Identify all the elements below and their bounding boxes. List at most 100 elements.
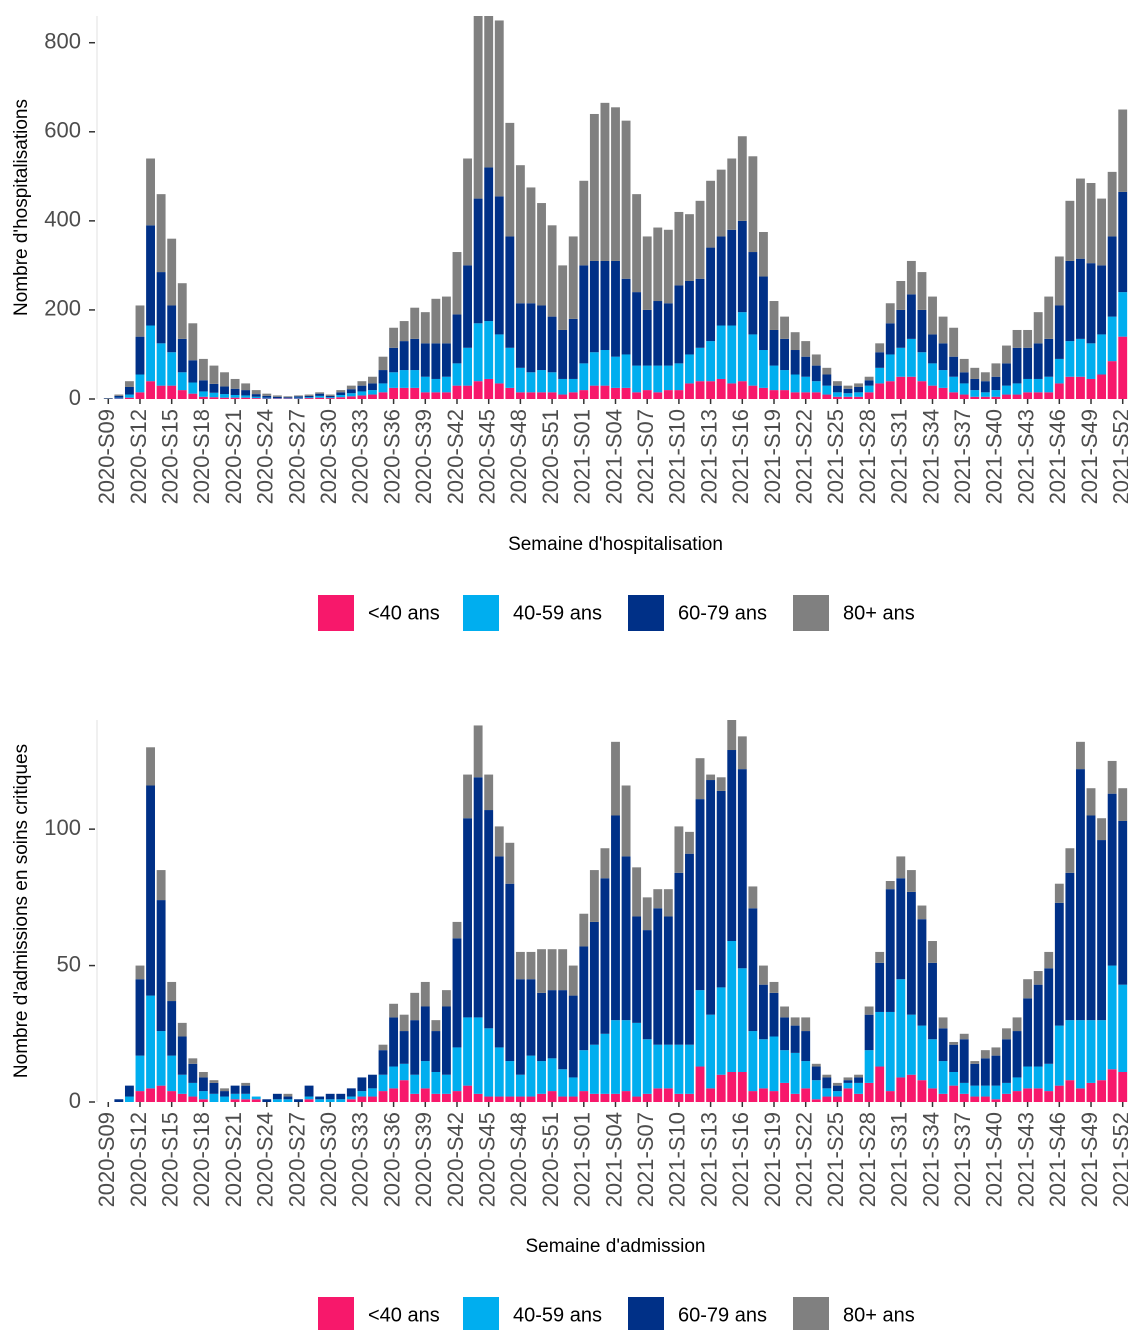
bar-segment [759, 387, 768, 399]
bar-segment [642, 390, 652, 399]
bar-segment [589, 113, 599, 261]
bar-segment [906, 1014, 916, 1075]
bar-segment [220, 1091, 229, 1097]
legend-swatch [463, 595, 499, 631]
bar-segment [378, 1091, 388, 1102]
bar-segment [896, 878, 906, 980]
bar-segment [822, 1096, 832, 1102]
bar-segment [304, 1099, 314, 1102]
bar-segment [843, 1088, 853, 1102]
bar-segment [494, 334, 504, 384]
bar-segment [209, 397, 219, 399]
bar-segment [653, 301, 663, 366]
bar-segment [854, 386, 863, 393]
bar-segment [241, 1085, 251, 1094]
bar-segment [368, 1096, 377, 1102]
bar-segment [505, 347, 515, 388]
bar-segment [642, 309, 652, 366]
bar-segment [198, 396, 208, 399]
bar-segment [769, 301, 779, 330]
bar-segment [917, 309, 927, 353]
legend-label: <40 ans [368, 602, 440, 624]
bar-segment [452, 385, 462, 399]
bar-segment [991, 396, 1001, 399]
bar-segment [389, 1066, 399, 1089]
bar-segment [389, 347, 399, 373]
bar-segment [949, 1085, 959, 1102]
bar-segment [156, 385, 166, 399]
legend-label: 40-59 ans [513, 1304, 602, 1326]
bar-segment [589, 1044, 599, 1094]
x-tick-label: 2020-S45 [475, 409, 500, 504]
x-tick-label: 2020-S24 [253, 1112, 278, 1207]
bar-segment [198, 1077, 208, 1092]
bar-segment [642, 930, 652, 1040]
bar-segment [706, 180, 716, 248]
bar-segment [1107, 316, 1117, 362]
bar-segment [906, 1074, 916, 1102]
bar-segment [494, 196, 504, 335]
bar-segment [727, 383, 737, 399]
bar-segment [737, 1071, 747, 1102]
bar-segment [959, 1082, 969, 1094]
x-tick-label: 2020-S12 [126, 1112, 151, 1207]
bar-segment [167, 1091, 177, 1102]
bar-segment [906, 338, 916, 377]
bar-segment [980, 392, 990, 397]
x-tick-label: 2021-S49 [1077, 1112, 1102, 1207]
bar-segment [378, 1050, 388, 1075]
bar-segment [600, 260, 610, 351]
bar-segment [452, 1047, 462, 1092]
legend-swatch [628, 595, 664, 631]
bar-segment [727, 1071, 737, 1102]
bar-segment [1012, 394, 1022, 399]
x-tick-label: 2020-S30 [316, 409, 341, 504]
x-tick-label: 2021-S31 [887, 409, 912, 504]
bar-segment [928, 385, 937, 399]
bar-segment [124, 381, 134, 387]
bar-segment [283, 1096, 293, 1100]
bar-segment [780, 370, 790, 391]
bar-segment [558, 1096, 568, 1102]
bar-segment [1023, 1066, 1033, 1089]
bar-segment [653, 889, 663, 909]
bar-segment [727, 325, 737, 384]
bar-segment [156, 343, 166, 386]
bar-segment [843, 1080, 853, 1083]
bar-segment [346, 393, 356, 397]
bar-segment [526, 1055, 536, 1097]
bar-segment [843, 396, 853, 399]
x-tick-label: 2020-S18 [189, 1112, 214, 1207]
bar-segment [336, 392, 346, 395]
x-tick-label: 2020-S39 [411, 409, 436, 504]
bar-segment [811, 381, 821, 393]
bar-segment [368, 383, 377, 391]
bar-segment [674, 872, 684, 1045]
bar-segment [706, 774, 716, 781]
y-tick-label: 400 [44, 207, 81, 232]
bar-segment [832, 381, 842, 386]
x-axis-title: Semaine d'hospitalisation [508, 534, 723, 555]
bar-segment [1054, 305, 1064, 359]
bar-segment [188, 393, 198, 399]
bar-segment [230, 1099, 240, 1102]
bar-segment [632, 867, 642, 917]
bar-segment [938, 387, 948, 399]
bar-segment [198, 1099, 208, 1102]
legend-swatch [318, 1297, 354, 1330]
bar-segment [537, 992, 546, 1062]
bar-segment [906, 376, 916, 399]
bar-segment [600, 1093, 610, 1102]
bar-segment [611, 1093, 620, 1102]
bar-segment [748, 886, 758, 909]
bar-segment [885, 1011, 895, 1092]
bar-segment [1033, 343, 1043, 379]
bar-segment [1107, 793, 1117, 966]
bar-segment [484, 16, 494, 168]
bar-segment [790, 332, 800, 351]
bar-segment [938, 316, 948, 344]
bar-segment [251, 394, 261, 397]
bar-segment [769, 365, 779, 391]
bar-segment [209, 1082, 219, 1094]
x-tick-label: 2020-S15 [157, 409, 182, 504]
